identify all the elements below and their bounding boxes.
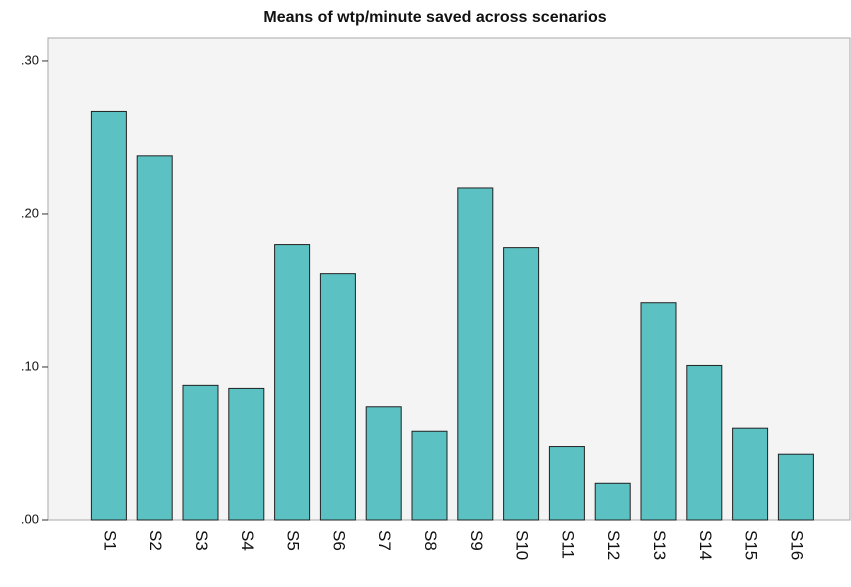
x-tick-label: S3 <box>192 530 211 551</box>
bar <box>365 406 402 521</box>
bar <box>90 110 127 521</box>
bar <box>136 155 173 521</box>
bar <box>548 446 585 521</box>
y-tick-label: .30 <box>21 52 39 67</box>
y-tick-label: .00 <box>21 511 39 526</box>
bar <box>732 427 769 521</box>
x-tick-label: S7 <box>375 530 394 551</box>
x-tick-label: S9 <box>467 530 486 551</box>
x-tick-label: S4 <box>238 530 257 551</box>
x-tick-label: S6 <box>329 530 348 551</box>
bar <box>777 453 814 521</box>
x-tick-label: S2 <box>146 530 165 551</box>
x-tick-label: S11 <box>558 530 577 559</box>
chart-title: Means of wtp/minute saved across scenari… <box>263 9 606 26</box>
bar <box>319 273 356 521</box>
x-tick-label: S13 <box>650 530 669 560</box>
bar <box>686 364 723 521</box>
bar <box>274 244 311 521</box>
bar <box>457 187 494 521</box>
bar <box>594 482 631 521</box>
x-tick-label: S16 <box>787 530 806 560</box>
x-tick-label: S12 <box>604 530 623 560</box>
y-tick-label: .20 <box>21 205 39 220</box>
x-tick-label: S14 <box>696 530 715 560</box>
bar <box>228 387 265 521</box>
x-tick-label: S8 <box>421 530 440 551</box>
bar <box>182 384 219 521</box>
x-tick-label: S1 <box>100 530 119 551</box>
y-tick-label: .10 <box>21 358 39 373</box>
x-tick-label: S15 <box>742 530 761 560</box>
x-tick-label: S5 <box>284 530 303 551</box>
bar <box>640 302 677 521</box>
bar <box>411 430 448 521</box>
x-tick-label: S10 <box>513 530 532 560</box>
bar <box>503 247 540 521</box>
